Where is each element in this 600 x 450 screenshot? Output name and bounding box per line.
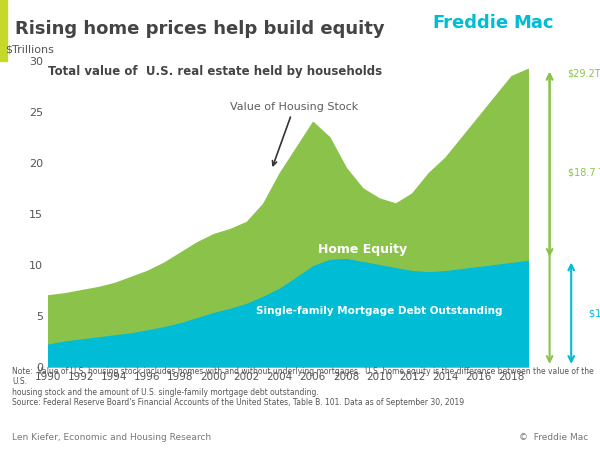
Text: Rising home prices help build equity: Rising home prices help build equity (15, 20, 385, 38)
Text: ©  Freddie Mac: © Freddie Mac (519, 433, 588, 442)
Text: Value of Housing Stock: Value of Housing Stock (230, 102, 358, 166)
Text: Mac: Mac (513, 14, 554, 32)
Text: $18.7 Trillion: $18.7 Trillion (568, 168, 600, 178)
Text: Note:  Value of U.S. housing stock includes homes with and without underlying mo: Note: Value of U.S. housing stock includ… (12, 367, 594, 407)
Bar (0, 0, 7, 61)
Text: Freddie: Freddie (432, 14, 508, 32)
Text: Total value of  U.S. real estate held by households: Total value of U.S. real estate held by … (48, 65, 382, 78)
Text: Len Kiefer, Economic and Housing Research: Len Kiefer, Economic and Housing Researc… (12, 433, 211, 442)
Text: Single-family Mortgage Debt Outstanding: Single-family Mortgage Debt Outstanding (256, 306, 502, 315)
Text: Home Equity: Home Equity (318, 243, 407, 256)
Text: $29.2Trillion: $29.2Trillion (568, 69, 600, 79)
Text: $10.5 Trillion: $10.5 Trillion (589, 308, 600, 318)
Text: $Trillions: $Trillions (5, 45, 53, 54)
